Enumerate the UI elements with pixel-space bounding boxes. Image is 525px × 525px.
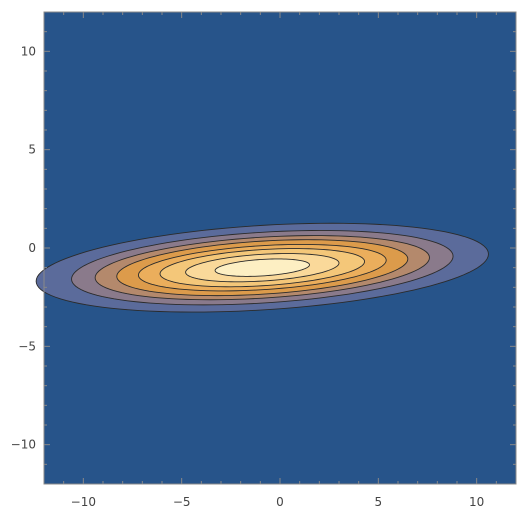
x-tick-label: 5 (375, 495, 383, 509)
y-tick-label: 10 (21, 44, 36, 58)
y-tick-label: −5 (18, 339, 36, 353)
y-tick-label: −10 (11, 438, 36, 452)
y-tick-label: 5 (28, 143, 36, 157)
y-tick-label: 0 (28, 241, 36, 255)
x-tick-label: 10 (469, 495, 484, 509)
axes-layer: −10 −5 0 5 10 10 5 0 −5 −10 (11, 11, 517, 509)
x-tick-label: 0 (276, 495, 284, 509)
x-tick-label: −5 (173, 495, 191, 509)
contour-level-8 (214, 258, 310, 277)
x-tick-label: −10 (71, 495, 96, 509)
contour-layer (35, 222, 489, 313)
